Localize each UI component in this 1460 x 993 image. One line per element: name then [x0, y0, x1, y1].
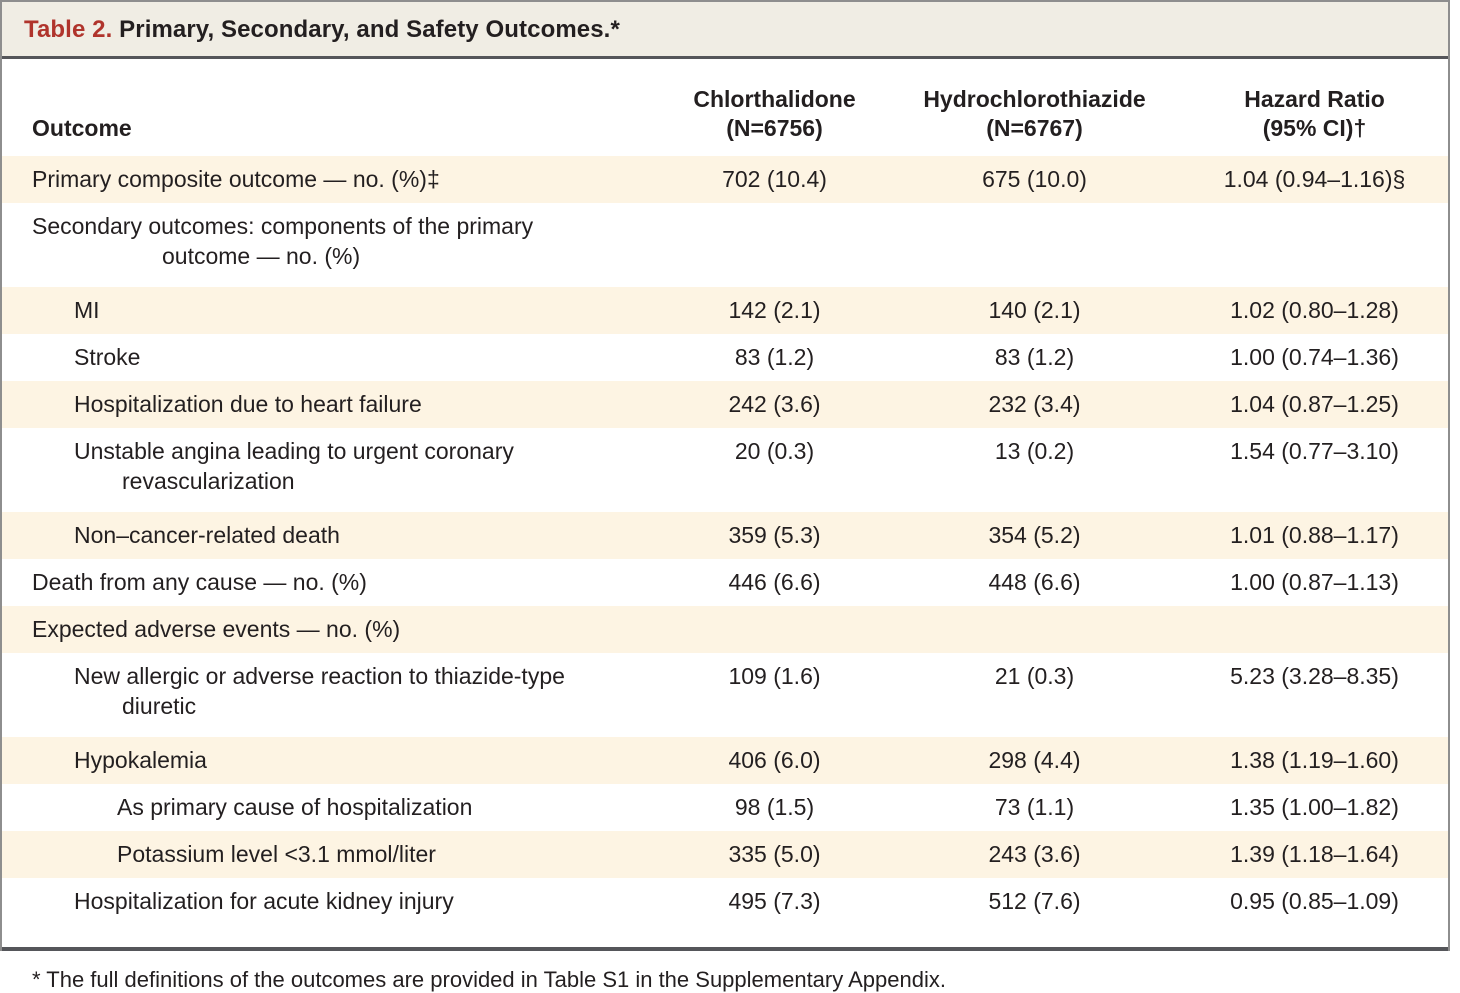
hazard-ratio-cell: 1.04 (0.87–1.25)	[1230, 391, 1399, 417]
chlorthalidone-value-cell: 359 (5.3)	[728, 522, 821, 548]
chlorthalidone-value-cell: 242 (3.6)	[728, 391, 821, 417]
outcome-cell: Primary composite outcome — no. (%)‡	[32, 166, 440, 192]
hazard-ratio-cell: 5.23 (3.28–8.35)	[1230, 663, 1399, 689]
chlorthalidone-value-cell	[637, 203, 912, 211]
chlorthalidone-value-cell: 109 (1.6)	[728, 663, 821, 689]
outcome-cell: Secondary outcomes: components of the pr…	[32, 213, 534, 269]
hydrochlorothiazide-value-cell	[912, 606, 1157, 614]
hazard-ratio-cell: 1.00 (0.87–1.13)	[1230, 569, 1399, 595]
outcome-cell: Expected adverse events — no. (%)	[32, 616, 401, 642]
outcome-cell: Non–cancer-related death	[74, 522, 340, 548]
hydrochlorothiazide-value-cell: 354 (5.2)	[988, 522, 1081, 548]
outcome-cell: Unstable angina leading to urgent corona…	[74, 438, 514, 494]
outcome-cell: Death from any cause — no. (%)	[32, 569, 367, 595]
table-row: New allergic or adverse reaction to thia…	[2, 653, 1448, 737]
hydrochlorothiazide-value-cell: 140 (2.1)	[988, 297, 1081, 323]
hydrochlorothiazide-value-cell: 232 (3.4)	[988, 391, 1081, 417]
hazard-ratio-cell: 1.02 (0.80–1.28)	[1230, 297, 1399, 323]
hydrochlorothiazide-value-cell: 13 (0.2)	[994, 438, 1075, 464]
outcome-cell: MI	[74, 297, 100, 323]
table-row: Potassium level <3.1 mmol/liter 335 (5.0)…	[2, 831, 1448, 878]
chlorthalidone-value-cell	[637, 606, 912, 614]
column-header-outcome: Outcome	[32, 115, 132, 141]
hydrochlorothiazide-value-cell: 675 (10.0)	[982, 166, 1087, 192]
hazard-ratio-cell: 1.00 (0.74–1.36)	[1230, 344, 1399, 370]
chlorthalidone-value-cell: 446 (6.6)	[728, 569, 821, 595]
hydrochlorothiazide-value-cell: 448 (6.6)	[988, 569, 1081, 595]
chlorthalidone-value-cell: 98 (1.5)	[734, 794, 815, 820]
table-title-text: Primary, Secondary, and Safety Outcomes.…	[112, 16, 620, 43]
table-row: MI 142 (2.1) 140 (2.1) 1.02 (0.80–1.28)	[2, 287, 1448, 334]
outcome-cell: New allergic or adverse reaction to thia…	[74, 663, 565, 719]
table-rows: Primary composite outcome — no. (%)‡ 702 …	[2, 156, 1448, 925]
table-row: Hypokalemia 406 (6.0) 298 (4.4) 1.38 (1.19–…	[2, 737, 1448, 784]
hydrochlorothiazide-value-cell: 73 (1.1)	[994, 794, 1075, 820]
outcome-cell: Hospitalization for acute kidney injury	[74, 888, 454, 914]
table-row: Unstable angina leading to urgent corona…	[2, 428, 1448, 512]
hydrochlorothiazide-value-cell: 21 (0.3)	[994, 663, 1075, 689]
table-row: Hospitalization for acute kidney injury 4…	[2, 878, 1448, 925]
hazard-ratio-cell: 1.38 (1.19–1.60)	[1230, 747, 1399, 773]
table-row: Non–cancer-related death 359 (5.3) 354 (5.…	[2, 512, 1448, 559]
table-row: Hospitalization due to heart failure 242 …	[2, 381, 1448, 428]
hydrochlorothiazide-value-cell: 512 (7.6)	[988, 888, 1081, 914]
hazard-ratio-cell	[1157, 203, 1448, 211]
table-bottom-rule	[2, 925, 1448, 951]
table-row: Expected adverse events — no. (%)	[2, 606, 1448, 653]
chlorthalidone-value-cell: 495 (7.3)	[728, 888, 821, 914]
hydrochlorothiazide-value-cell: 243 (3.6)	[988, 841, 1081, 867]
outcomes-table: Table 2. Primary, Secondary, and Safety …	[0, 0, 1450, 951]
chlorthalidone-value-cell: 702 (10.4)	[722, 166, 827, 192]
table-row: Stroke 83 (1.2) 83 (1.2) 1.00 (0.74–1.36)	[2, 334, 1448, 381]
column-header-chlorthalidone: Chlorthalidone (N=6756)	[693, 86, 856, 141]
hazard-ratio-cell: 1.01 (0.88–1.17)	[1230, 522, 1399, 548]
outcome-cell: Stroke	[74, 344, 141, 370]
chlorthalidone-value-cell: 83 (1.2)	[734, 344, 815, 370]
hydrochlorothiazide-value-cell: 83 (1.2)	[994, 344, 1075, 370]
hazard-ratio-cell: 0.95 (0.85–1.09)	[1230, 888, 1399, 914]
hazard-ratio-cell: 1.54 (0.77–3.10)	[1230, 438, 1399, 464]
table-number: Table 2.	[24, 16, 113, 43]
column-header-hydrochlorothiazide: Hydrochlorothiazide (N=6767)	[923, 86, 1146, 141]
outcome-cell: As primary cause of hospitalization	[117, 794, 473, 820]
outcome-cell: Potassium level <3.1 mmol/liter	[117, 841, 436, 867]
column-header-hazard-ratio: Hazard Ratio (95% CI)†	[1244, 86, 1385, 141]
hazard-ratio-cell: 1.39 (1.18–1.64)	[1230, 841, 1399, 867]
hazard-ratio-cell: 1.04 (0.94–1.16)§	[1223, 166, 1406, 192]
hazard-ratio-cell	[1157, 606, 1448, 614]
table-row: Secondary outcomes: components of the pr…	[2, 203, 1448, 287]
table-row: As primary cause of hospitalization 98 (1…	[2, 784, 1448, 831]
hydrochlorothiazide-value-cell: 298 (4.4)	[988, 747, 1081, 773]
outcome-cell: Hypokalemia	[74, 747, 207, 773]
table-row: Death from any cause — no. (%) 446 (6.6) 4…	[2, 559, 1448, 606]
hazard-ratio-cell: 1.35 (1.00–1.82)	[1230, 794, 1399, 820]
footnote: * The full definitions of the outcomes a…	[32, 967, 946, 992]
outcome-cell: Hospitalization due to heart failure	[74, 391, 422, 417]
chlorthalidone-value-cell: 142 (2.1)	[728, 297, 821, 323]
table-row: Primary composite outcome — no. (%)‡ 702 …	[2, 156, 1448, 203]
chlorthalidone-value-cell: 20 (0.3)	[734, 438, 815, 464]
chlorthalidone-value-cell: 335 (5.0)	[728, 841, 821, 867]
table-header-row: Outcome Chlorthalidone (N=6756) Hydrochl…	[2, 59, 1448, 156]
table-title: Table 2. Primary, Secondary, and Safety …	[2, 2, 1448, 59]
chlorthalidone-value-cell: 406 (6.0)	[728, 747, 821, 773]
hydrochlorothiazide-value-cell	[912, 203, 1157, 211]
